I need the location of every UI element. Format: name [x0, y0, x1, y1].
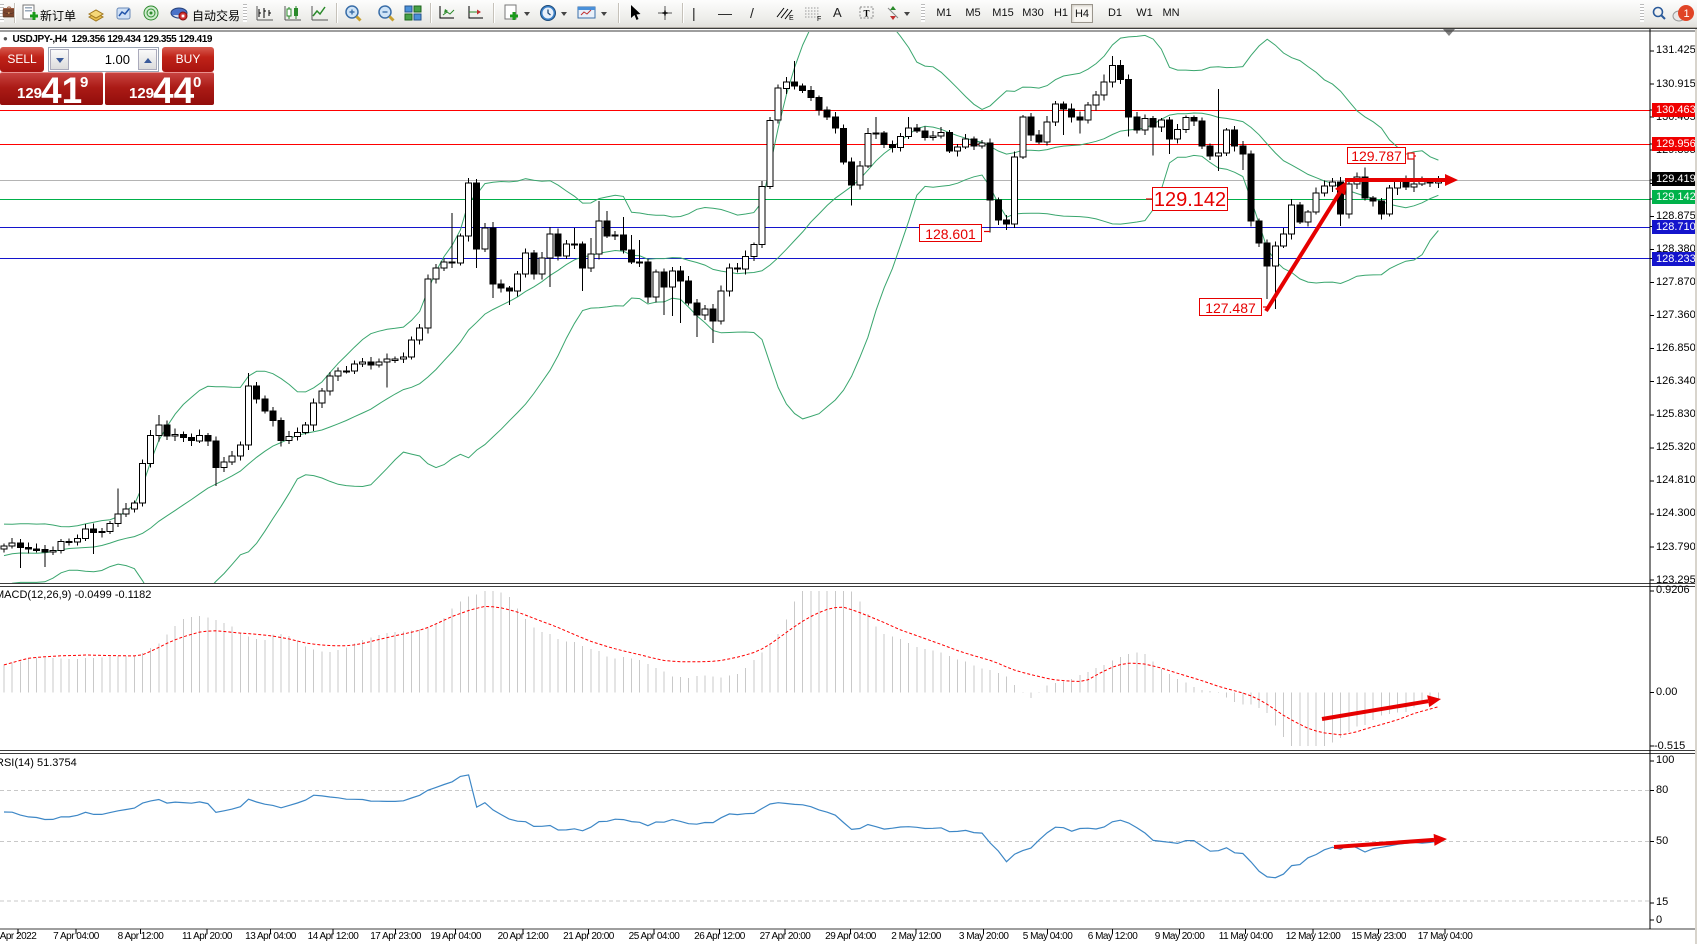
svg-text:T: T — [864, 9, 870, 19]
svg-text:1: 1 — [1684, 8, 1690, 20]
svg-text:F: F — [817, 16, 821, 22]
svg-text:E: E — [789, 15, 794, 22]
